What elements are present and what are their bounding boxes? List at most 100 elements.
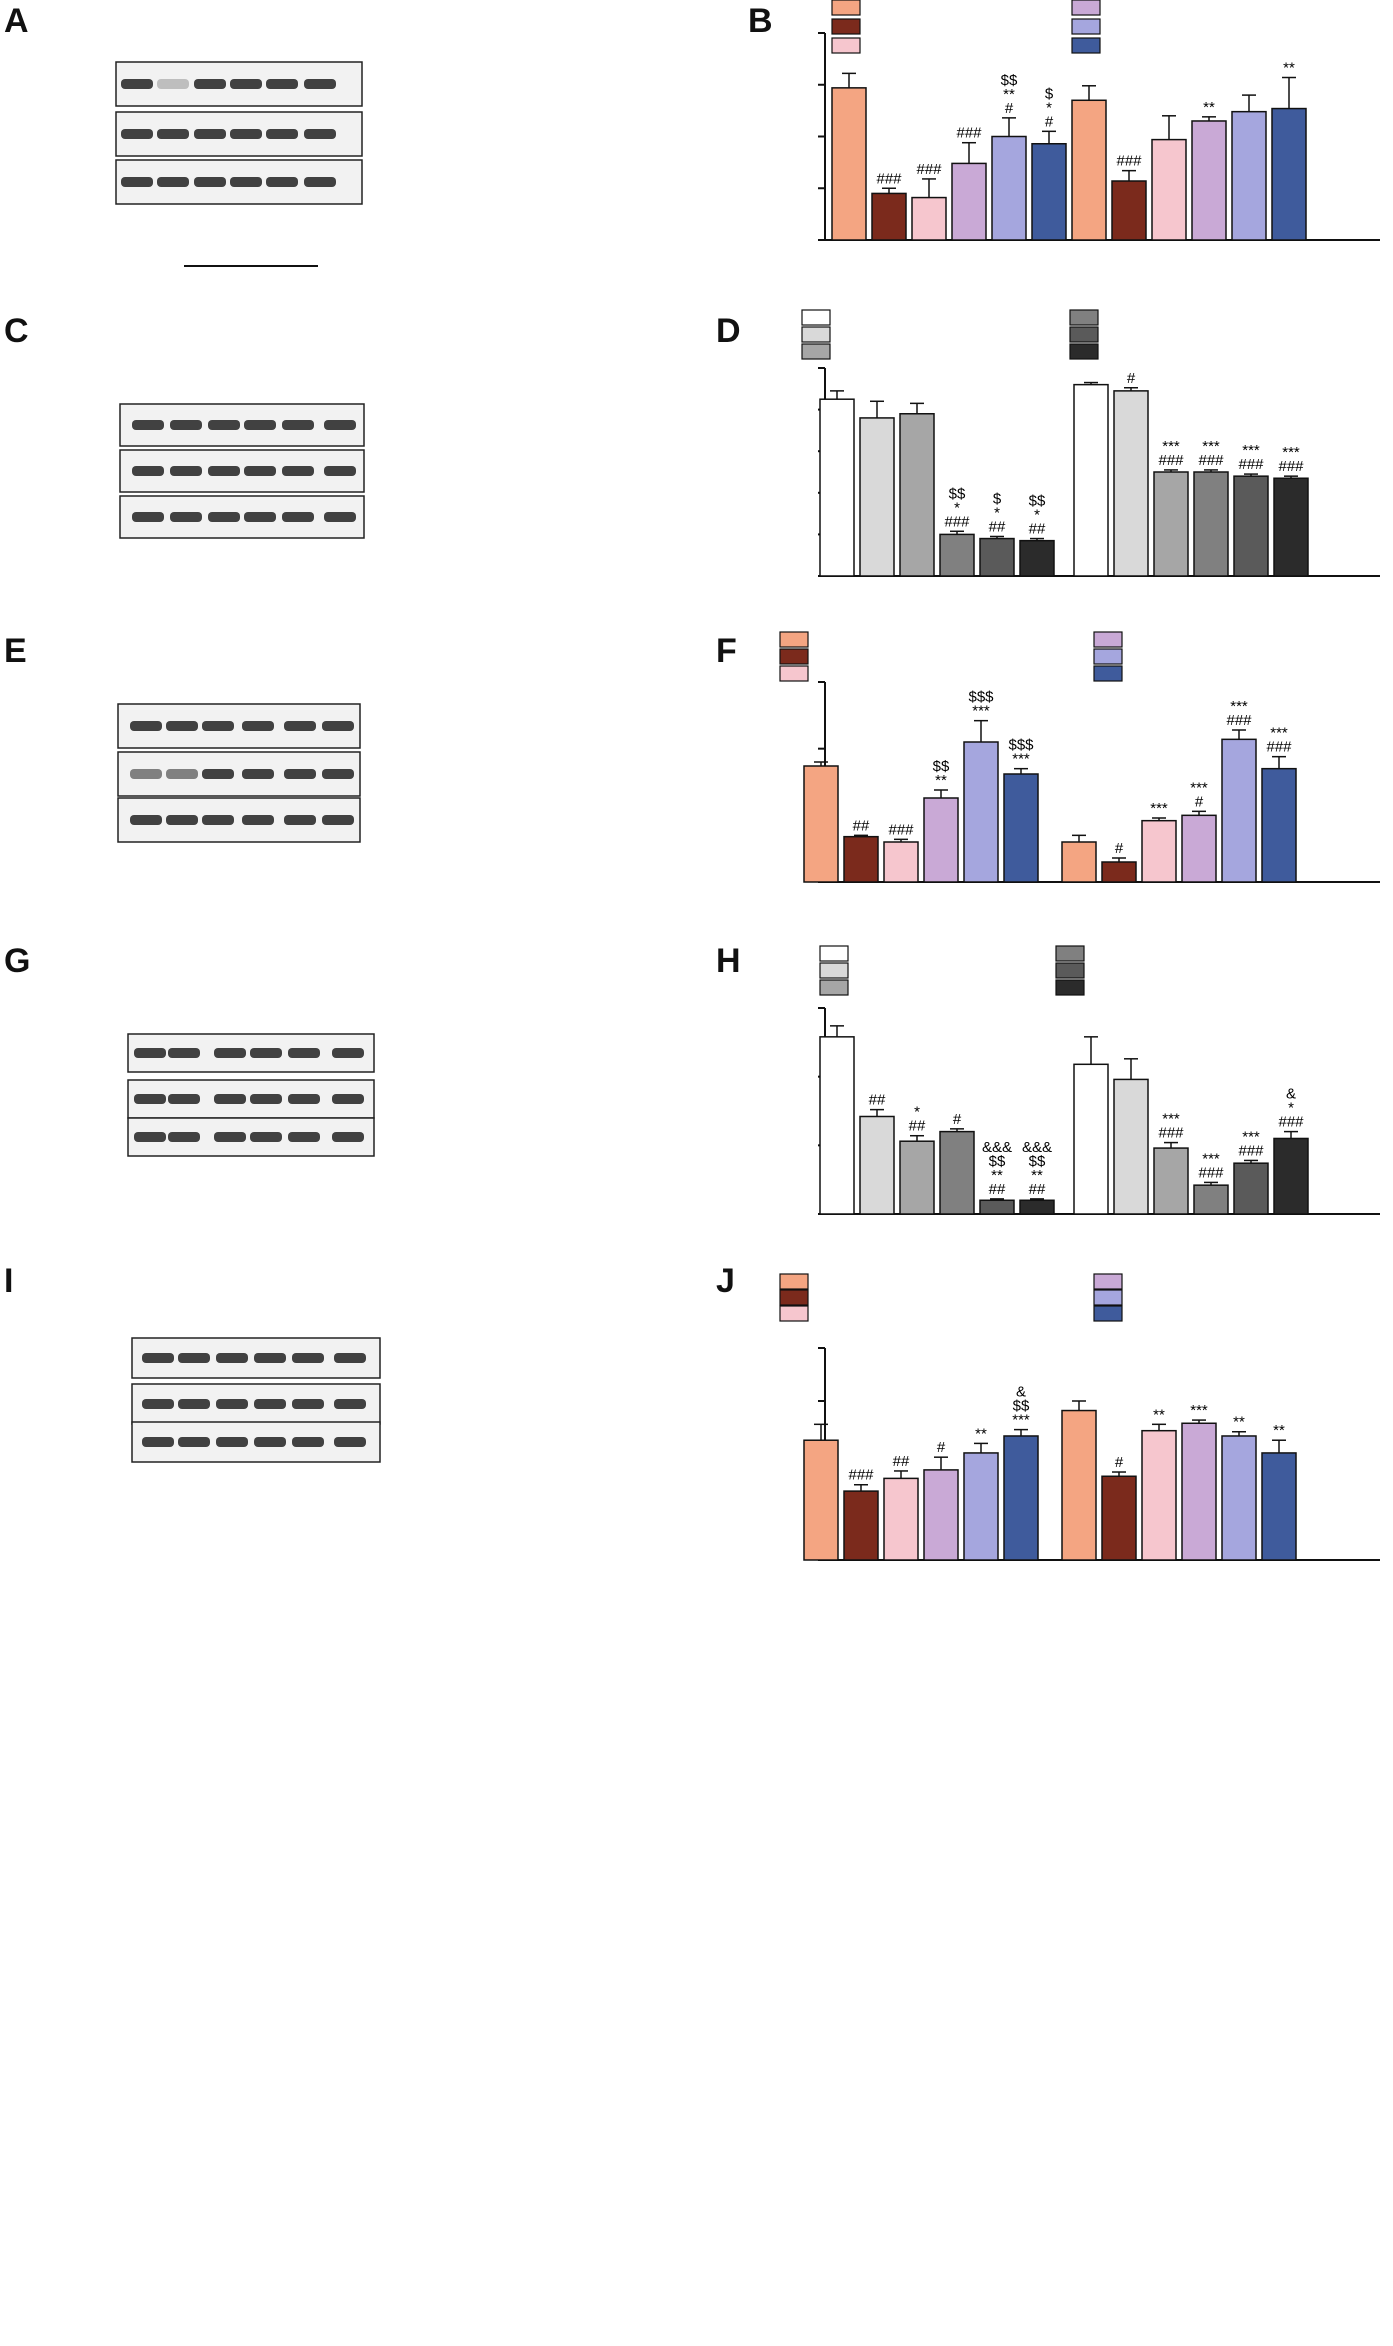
- legend-swatch: [801, 309, 831, 326]
- data-bar: [843, 1490, 879, 1561]
- significance-mark: ###: [1266, 739, 1292, 756]
- blot-band: [202, 721, 234, 731]
- significance-mark: $$: [1029, 493, 1046, 510]
- significance-mark: ***: [1242, 442, 1260, 459]
- blot-band: [170, 420, 202, 430]
- data-bar: [859, 1115, 895, 1215]
- bar-chart-h: ##*## #&&&$$**##&&&$$**##***###***###***#…: [818, 945, 1380, 1215]
- blot-band: [250, 1048, 282, 1058]
- blot-band: [132, 466, 164, 476]
- significance-mark: $$: [949, 485, 966, 502]
- blot-band: [334, 1353, 366, 1363]
- significance-mark: **: [1233, 1414, 1245, 1431]
- data-bar: [1221, 1435, 1257, 1561]
- data-bar: [1261, 1452, 1297, 1561]
- significance-mark: $$: [989, 1153, 1006, 1170]
- blot-band: [166, 815, 198, 825]
- significance-mark: **: [1273, 1422, 1285, 1439]
- significance-mark: *: [914, 1104, 920, 1121]
- data-bar: [1003, 773, 1039, 883]
- western-blot-e: [117, 703, 361, 843]
- significance-mark: **: [1031, 1167, 1043, 1184]
- panel-letter-a: A: [4, 2, 29, 40]
- data-bar: [1151, 138, 1187, 241]
- blot-band: [282, 466, 314, 476]
- data-bar: [911, 196, 947, 241]
- legend-swatch: [1071, 37, 1101, 54]
- blot-band: [282, 512, 314, 522]
- blot-band: [304, 177, 336, 187]
- blot-band: [332, 1132, 364, 1142]
- significance-mark: ###: [1158, 452, 1184, 469]
- significance-mark: ##: [989, 1181, 1006, 1198]
- data-bar: [1181, 814, 1217, 883]
- significance-mark: ###: [1198, 452, 1224, 469]
- blot-band: [178, 1353, 210, 1363]
- blot-content: [119, 403, 365, 539]
- legend-swatch: [779, 1289, 809, 1306]
- western-blot-a: [115, 61, 363, 267]
- legend-swatch: [819, 945, 849, 962]
- significance-mark: $$$: [968, 689, 994, 706]
- significance-mark: ###: [1198, 1164, 1224, 1181]
- panel-letter-c: C: [4, 312, 29, 350]
- legend-swatch: [1069, 343, 1099, 360]
- blot-frame: [117, 703, 361, 749]
- panel-letter-b: B: [748, 2, 773, 40]
- data-bar: [1233, 1162, 1269, 1215]
- blot-band: [242, 769, 274, 779]
- blot-band: [292, 1399, 324, 1409]
- significance-mark: **: [1153, 1406, 1165, 1423]
- data-bar: [1073, 383, 1109, 577]
- data-bar: [1231, 110, 1267, 241]
- significance-mark: ***: [1162, 1111, 1180, 1128]
- data-bar: [939, 533, 975, 577]
- blot-band: [157, 177, 189, 187]
- data-bar: [1073, 1063, 1109, 1215]
- data-bar: [899, 1140, 935, 1215]
- blot-band: [168, 1048, 200, 1058]
- blot-band: [216, 1353, 248, 1363]
- data-bar: [979, 537, 1015, 577]
- blot-band: [208, 512, 240, 522]
- blot-band: [202, 815, 234, 825]
- data-bar: [1153, 1147, 1189, 1215]
- legend-swatch: [779, 631, 809, 648]
- legend-swatch: [831, 18, 861, 35]
- blot-band: [322, 769, 354, 779]
- significance-mark: ##: [909, 1118, 926, 1135]
- data-bar: [951, 162, 987, 241]
- blot-band: [244, 466, 276, 476]
- significance-mark: ###: [1278, 1114, 1304, 1131]
- data-bar: [1141, 1429, 1177, 1561]
- blot-band: [130, 769, 162, 779]
- western-blot-i: [131, 1337, 381, 1463]
- data-bar: [1019, 1199, 1055, 1215]
- significance-mark: ###: [1238, 456, 1264, 473]
- legend-swatch: [779, 665, 809, 682]
- blot-band: [216, 1399, 248, 1409]
- significance-mark: $$: [1001, 72, 1018, 89]
- blot-band: [292, 1353, 324, 1363]
- legend-swatch: [831, 0, 861, 16]
- bar-chart-j: ######**&$$***#** ***** **: [779, 1273, 1380, 1561]
- significance-mark: ***: [1270, 725, 1288, 742]
- significance-mark: &&&: [982, 1139, 1012, 1156]
- significance-mark: *: [954, 499, 960, 516]
- significance-mark: **: [991, 1167, 1003, 1184]
- data-bar: [963, 1452, 999, 1561]
- legend-swatch: [1071, 0, 1101, 16]
- data-bar: [1061, 841, 1097, 883]
- significance-mark: ***: [1242, 1128, 1260, 1145]
- data-bar: [883, 1477, 919, 1561]
- significance-mark: $$: [933, 758, 950, 775]
- significance-mark: ###: [848, 1467, 874, 1484]
- blot-band: [168, 1094, 200, 1104]
- data-bar: [923, 797, 959, 883]
- significance-mark: ##: [893, 1453, 910, 1470]
- legend-swatch: [779, 1273, 809, 1290]
- significance-mark: ***: [1162, 438, 1180, 455]
- significance-mark: ***: [1012, 751, 1030, 768]
- blot-band: [282, 420, 314, 430]
- significance-mark: #: [1127, 370, 1136, 387]
